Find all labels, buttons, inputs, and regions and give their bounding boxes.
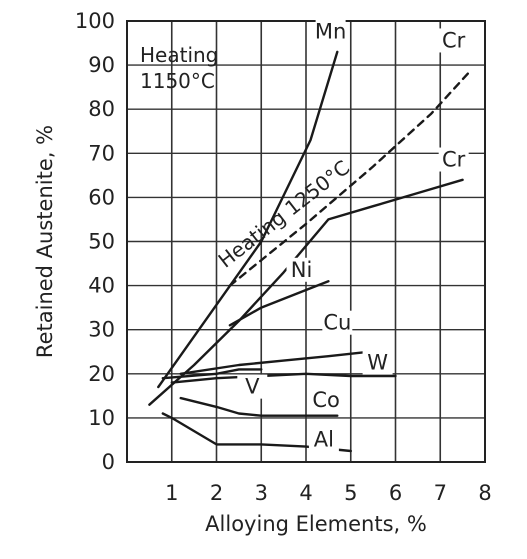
heating-1150-label-line2: 1150°C bbox=[140, 69, 215, 93]
y-tick-label: 40 bbox=[88, 274, 115, 298]
series-labels: Mn Cr Cr Ni Cu W V Co Al bbox=[237, 19, 469, 452]
series-line-mn bbox=[157, 50, 339, 389]
series-label-cu: Cu bbox=[323, 311, 351, 335]
series-line-cr-dashed bbox=[228, 68, 473, 287]
y-tick-labels: 0 10 20 30 40 50 60 70 80 90 100 bbox=[75, 9, 115, 474]
series-label-background bbox=[315, 19, 346, 44]
series-line-cu bbox=[179, 350, 370, 375]
series-label-background bbox=[362, 350, 393, 375]
series-lines bbox=[148, 50, 473, 453]
y-tick-label: 20 bbox=[88, 362, 115, 386]
heating-1150-label-line1: Heating bbox=[140, 43, 218, 67]
y-tick-label: 70 bbox=[88, 141, 115, 165]
series-line-v bbox=[161, 368, 263, 380]
x-tick-label: 6 bbox=[389, 481, 402, 505]
x-tick-label: 5 bbox=[344, 481, 357, 505]
y-tick-label: 0 bbox=[102, 450, 115, 474]
series-line-ni bbox=[228, 280, 330, 327]
y-tick-label: 60 bbox=[88, 185, 115, 209]
x-tick-labels: 1 2 3 4 5 6 7 8 bbox=[165, 481, 492, 505]
x-tick-label: 3 bbox=[255, 481, 268, 505]
series-label-background bbox=[322, 310, 353, 335]
grid bbox=[127, 21, 485, 462]
series-label-cr: Cr bbox=[442, 148, 466, 172]
series-line-cr bbox=[148, 178, 464, 406]
y-tick-label: 10 bbox=[88, 406, 115, 430]
series-label-cr: Cr bbox=[442, 28, 466, 52]
y-tick-label: 30 bbox=[88, 318, 115, 342]
x-axis-title: Alloying Elements, % bbox=[205, 512, 427, 536]
y-tick-label: 80 bbox=[88, 97, 115, 121]
series-label-background bbox=[438, 28, 469, 53]
series-label-background bbox=[308, 427, 339, 452]
x-tick-label: 8 bbox=[478, 481, 491, 505]
series-line-co bbox=[179, 396, 339, 417]
heating-1250-label: Heating 1250°C bbox=[214, 155, 355, 272]
y-axis-title: Retained Austenite, % bbox=[33, 125, 57, 358]
y-tick-label: 100 bbox=[75, 9, 115, 33]
series-label-ni: Ni bbox=[291, 258, 313, 282]
series-line-w bbox=[170, 372, 397, 384]
plot-frame bbox=[126, 20, 486, 463]
series-label-background bbox=[438, 147, 469, 172]
series-label-co: Co bbox=[312, 388, 340, 412]
series-label-mn: Mn bbox=[315, 20, 346, 44]
x-tick-label: 7 bbox=[434, 481, 447, 505]
y-tick-label: 90 bbox=[88, 53, 115, 77]
x-tick-label: 1 bbox=[165, 481, 178, 505]
x-tick-label: 4 bbox=[299, 481, 312, 505]
series-label-background bbox=[286, 257, 317, 282]
series-label-v: V bbox=[245, 375, 260, 399]
series-label-w: W bbox=[367, 350, 388, 374]
series-label-al: Al bbox=[314, 428, 334, 452]
y-tick-label: 50 bbox=[88, 230, 115, 254]
series-label-background bbox=[311, 387, 342, 412]
x-tick-label: 2 bbox=[210, 481, 223, 505]
series-label-background bbox=[237, 374, 268, 399]
